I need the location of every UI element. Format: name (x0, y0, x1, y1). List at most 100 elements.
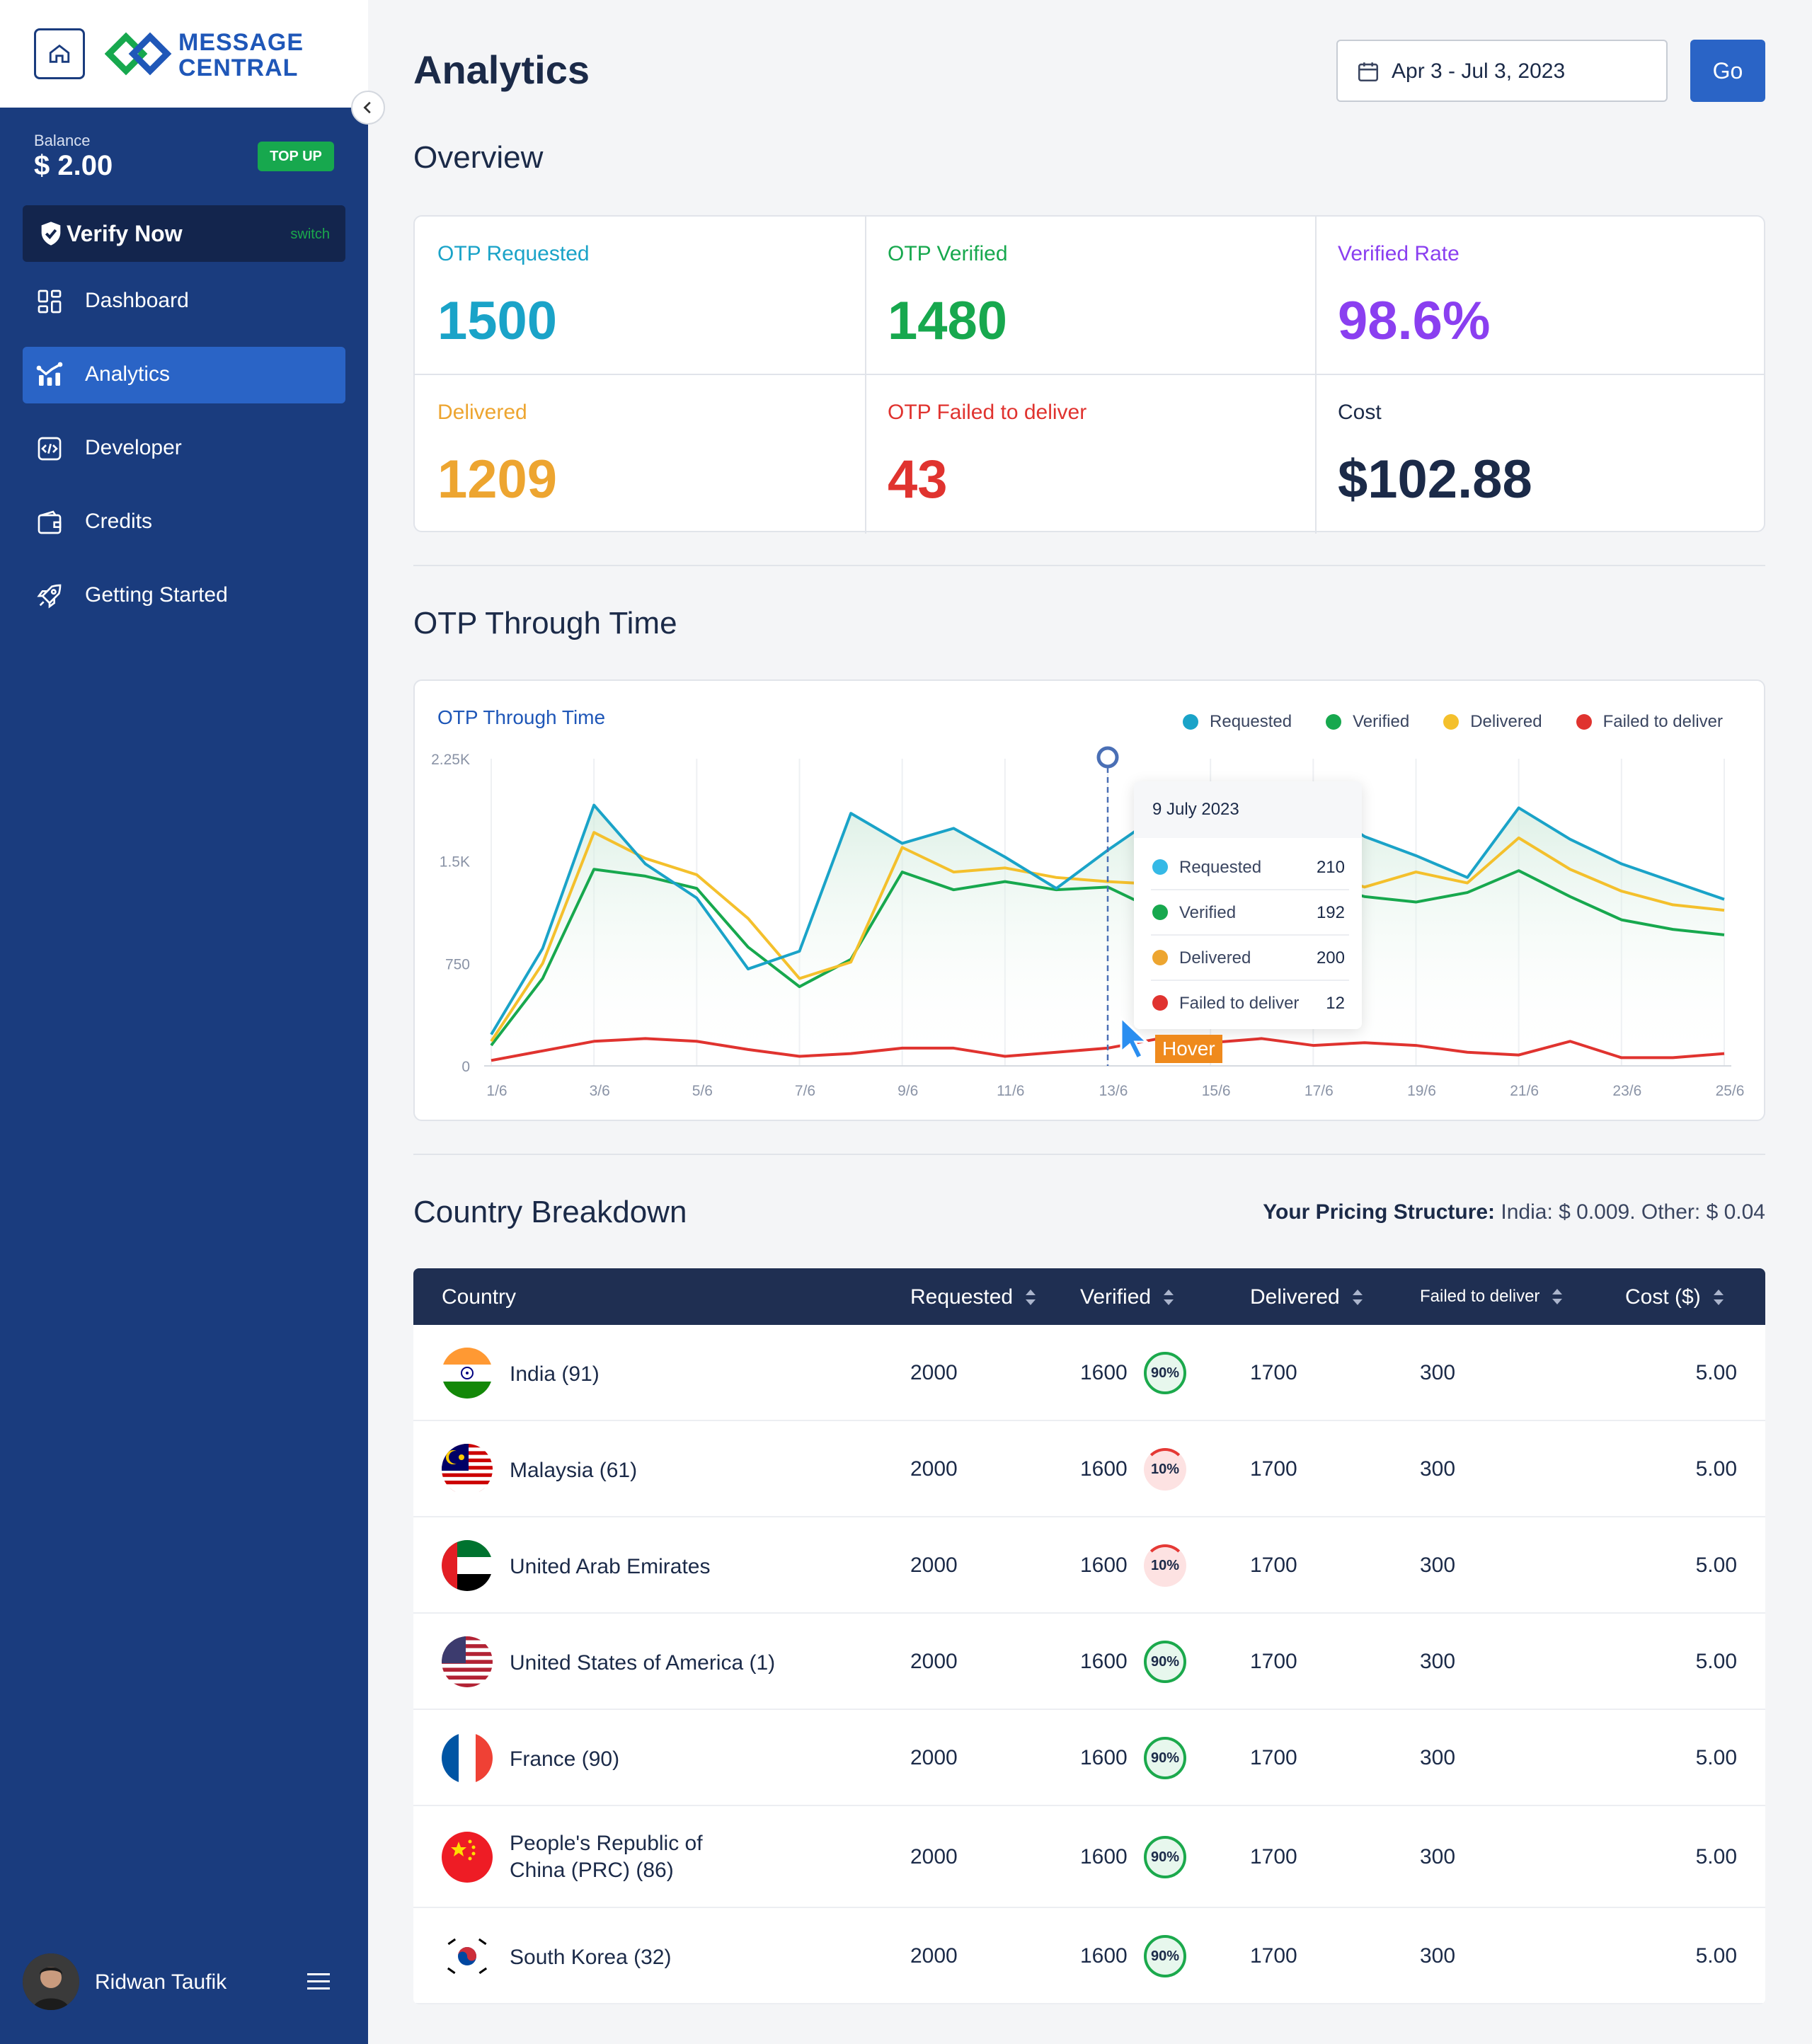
sidebar-item-label: Dashboard (85, 289, 189, 312)
delivered-value: 1700 (1250, 1944, 1297, 1968)
usa-flag (442, 1636, 493, 1687)
sort-icon[interactable] (1552, 1289, 1563, 1304)
country-name: United Arab Emirates (510, 1555, 711, 1578)
verified-rate-badge: 90% (1144, 1737, 1186, 1779)
malaysia-flag (442, 1444, 493, 1495)
brand-logo-icon (105, 32, 172, 76)
verified-rate-badge: 90% (1144, 1935, 1186, 1977)
column-header-cost[interactable]: Cost ($) (1625, 1285, 1724, 1309)
x-tick-label: 23/6 (1612, 1083, 1641, 1099)
verified-rate-badge: 10% (1144, 1448, 1186, 1491)
cost-value: 5.00 (1695, 1746, 1737, 1769)
sidebar-item-developer[interactable]: Developer (23, 420, 345, 477)
pricing-label: Your Pricing Structure: (1263, 1200, 1496, 1224)
date-range-picker[interactable]: Apr 3 - Jul 3, 2023 (1336, 40, 1668, 102)
sidebar-item-label: Analytics (85, 362, 171, 386)
failed-value: 300 (1420, 1554, 1456, 1577)
requested-value: 2000 (910, 1457, 958, 1481)
south-korea-flag (442, 1931, 493, 1982)
analytics-icon (36, 362, 63, 386)
stats-divider (865, 217, 866, 534)
failed-value: 300 (1420, 1457, 1456, 1481)
table-row[interactable]: India (91) 2000 1600 90% 1700 300 5.00 (413, 1325, 1765, 1421)
table-row[interactable]: Malaysia (61) 2000 1600 10% 1700 300 5.00 (413, 1421, 1765, 1517)
y-tick-label: 2.25K (431, 752, 470, 768)
go-button[interactable]: Go (1690, 40, 1765, 102)
column-header-verified[interactable]: Verified (1080, 1285, 1174, 1309)
legend-label: Verified (1353, 712, 1410, 731)
brand-line-2: CENTRAL (178, 54, 299, 81)
china-flag (442, 1832, 493, 1883)
sidebar-item-analytics[interactable]: Analytics (23, 347, 345, 403)
home-button[interactable] (34, 28, 85, 79)
legend-item-verified[interactable]: Verified (1326, 712, 1409, 732)
stat-otp-requested: OTP Requested 1500 (415, 217, 865, 375)
stat-label: OTP Verified (888, 242, 1008, 265)
legend-item-failed[interactable]: Failed to deliver (1576, 712, 1723, 732)
failed-value: 300 (1420, 1944, 1456, 1968)
sidebar-item-credits[interactable]: Credits (23, 494, 345, 551)
stat-verified-rate: Verified Rate 98.6% (1315, 217, 1765, 375)
verified-rate-badge: 10% (1144, 1544, 1186, 1587)
column-header-failed[interactable]: Failed to deliver (1420, 1287, 1563, 1307)
sidebar-item-dashboard[interactable]: Dashboard (23, 273, 345, 330)
hamburger-menu-icon[interactable] (307, 1972, 333, 1992)
tooltip-value: 200 (1316, 948, 1345, 968)
column-header-country: Country (442, 1285, 517, 1309)
table-row[interactable]: United States of America (1) 2000 1600 90% 1… (413, 1614, 1765, 1710)
column-header-requested[interactable]: Requested (910, 1285, 1036, 1309)
table-row[interactable]: United Arab Emirates 2000 1600 10% 1700 300 5.… (413, 1517, 1765, 1614)
logo-bar: MESSAGE CENTRAL (0, 0, 368, 108)
x-tick-label: 15/6 (1202, 1083, 1231, 1099)
hover-tag: Hover (1155, 1035, 1222, 1063)
tooltip-label: Verified (1179, 903, 1237, 922)
tooltip-value: 12 (1326, 994, 1345, 1013)
cost-value: 5.00 (1695, 1944, 1737, 1968)
avatar[interactable] (23, 1953, 79, 2010)
sort-icon[interactable] (1713, 1290, 1724, 1305)
failed-value: 300 (1420, 1845, 1456, 1868)
table-row[interactable]: People's Republic of China (PRC) (86) 200… (413, 1806, 1765, 1908)
x-tick-label: 11/6 (997, 1083, 1024, 1099)
line-chart[interactable]: 0 750 1.5K 2.25K 1/6 3/6 5/6 7/6 9/6 11/6 13/6 15/6… (415, 681, 1764, 1120)
cost-value: 5.00 (1695, 1361, 1737, 1384)
verified-rate-badge: 90% (1144, 1352, 1186, 1394)
country-name: India (91) (510, 1362, 600, 1386)
sidebar-item-label: Developer (85, 436, 182, 459)
section-divider (413, 1154, 1765, 1155)
sort-icon[interactable] (1164, 1290, 1174, 1305)
brand-line-1: MESSAGE (178, 29, 304, 56)
collapse-sidebar-button[interactable] (351, 91, 385, 125)
user-name: Ridwan Taufik (95, 1970, 227, 1994)
stat-otp-failed: OTP Failed to deliver 43 (865, 375, 1315, 534)
verify-switch-link[interactable]: switch (290, 226, 330, 242)
verified-value: 1600 (1080, 1845, 1128, 1868)
delivered-value: 1700 (1250, 1361, 1297, 1384)
legend-item-delivered[interactable]: Delivered (1443, 712, 1542, 732)
verify-now-card[interactable]: Verify Now switch (23, 205, 345, 262)
wallet-icon (38, 510, 62, 534)
stat-value: 1209 (437, 449, 558, 510)
top-up-button[interactable]: TOP UP (258, 142, 334, 171)
sidebar-item-getting-started[interactable]: Getting Started (23, 568, 345, 624)
table-row[interactable]: South Korea (32) 2000 1600 90% 1700 300 5.00 (413, 1908, 1765, 2004)
delivered-value: 1700 (1250, 1845, 1297, 1868)
stat-label: Cost (1338, 401, 1382, 424)
y-tick-label: 750 (445, 956, 470, 972)
legend-label: Failed to deliver (1602, 712, 1723, 731)
legend-item-requested[interactable]: Requested (1183, 712, 1292, 732)
x-tick-label: 5/6 (692, 1083, 713, 1099)
delivered-value: 1700 (1250, 1650, 1297, 1673)
sort-icon[interactable] (1352, 1290, 1363, 1305)
overview-title: Overview (413, 140, 544, 175)
sort-icon[interactable] (1026, 1290, 1036, 1305)
table-row[interactable]: France (90) 2000 1600 90% 1700 300 5.00 (413, 1710, 1765, 1806)
country-table: Country Requested Verified Delivered Fai… (413, 1268, 1765, 2004)
hover-guide-marker (1096, 746, 1119, 769)
x-tick-label: 25/6 (1716, 1083, 1745, 1099)
stat-value: 98.6% (1338, 291, 1491, 351)
pricing-structure: Your Pricing Structure: India: $ 0.009. … (1263, 1200, 1765, 1224)
column-header-delivered[interactable]: Delivered (1250, 1285, 1363, 1309)
legend-label: Requested (1210, 712, 1292, 731)
tooltip-label: Requested (1179, 858, 1262, 877)
